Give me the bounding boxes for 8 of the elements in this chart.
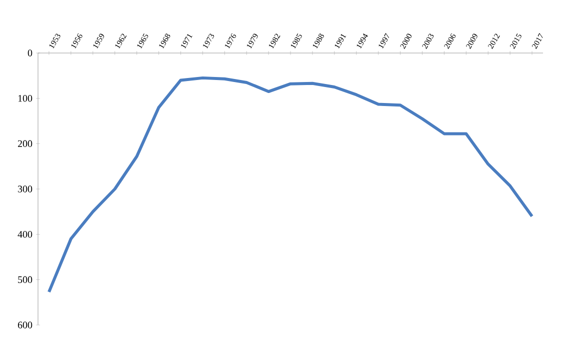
y-tick-label: 100	[18, 94, 32, 102]
y-tick-label: 400	[18, 230, 32, 238]
line-series	[47, 76, 534, 294]
y-tick-label: 0	[28, 50, 32, 56]
y-tick-label: 200	[18, 140, 32, 148]
y-tick-label: 300	[18, 186, 32, 192]
y-tick-label: 600	[18, 322, 32, 328]
y-tick-label: 500	[18, 276, 32, 284]
